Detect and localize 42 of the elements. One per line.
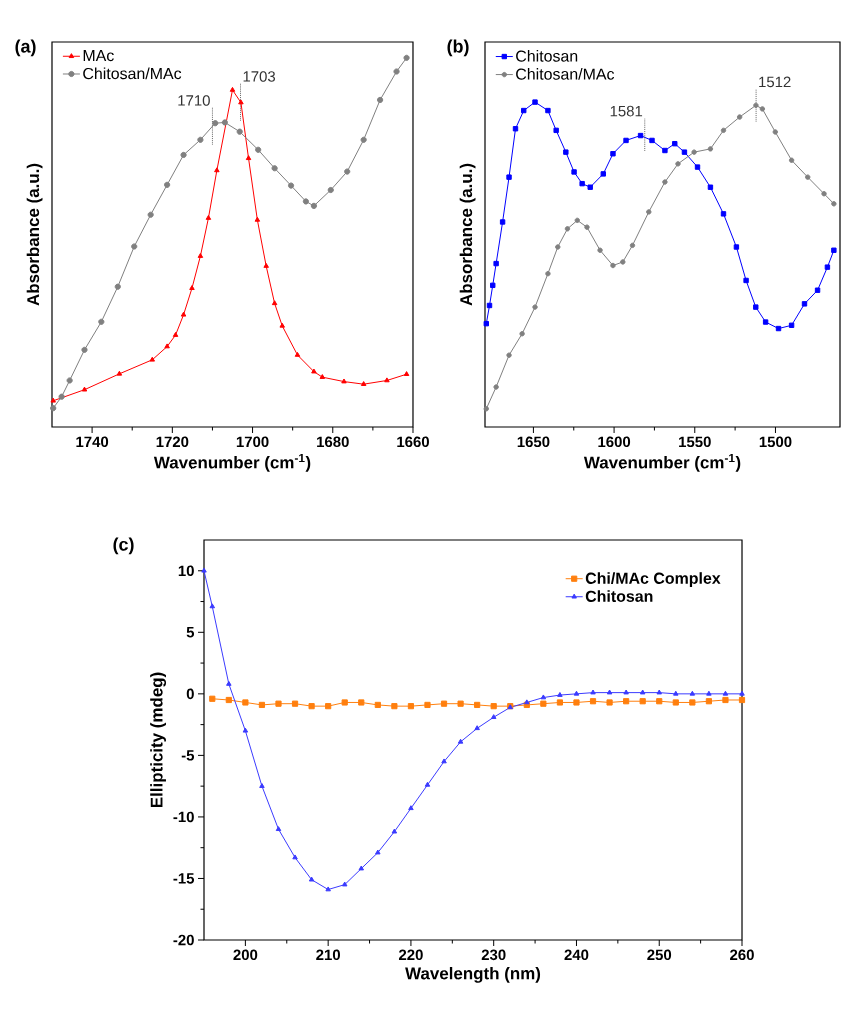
x-tick-label: 210	[316, 949, 340, 961]
y-axis-title: Absorbance (a.u.)	[26, 163, 43, 306]
annotation: 1703	[243, 71, 276, 82]
legend-label: Chi/MAc Complex	[585, 572, 721, 588]
legend-label: MAc	[83, 50, 114, 62]
x-tick-label: 1600	[598, 436, 631, 448]
legend-label: Chitosan	[516, 50, 578, 62]
x-tick-label: 1660	[397, 436, 429, 448]
legend-label: Chitosan	[585, 590, 653, 602]
y-tick-label: 0	[186, 688, 194, 700]
legend-label: Chitosan/MAc	[83, 67, 182, 80]
x-tick-label: 1720	[156, 436, 189, 448]
x-tick-label: 1550	[679, 436, 711, 448]
chart-title: (a)	[15, 39, 36, 57]
annotation: 1710	[178, 95, 210, 106]
x-tick-label: 240	[564, 949, 589, 961]
x-tick-label: 230	[481, 949, 506, 961]
x-tick-label: 1650	[517, 436, 550, 448]
y-axis-title: Ellipticity (mdeg)	[150, 672, 167, 808]
y-tick-label: -5	[181, 750, 195, 761]
chart-title: (b)	[447, 39, 469, 57]
y-tick-label: -20	[173, 934, 194, 946]
y-tick-label: 5	[186, 627, 195, 638]
y-tick-label: -10	[173, 811, 194, 823]
y-tick-label: 10	[178, 565, 194, 577]
legend-label: Chitosan/MAc	[516, 68, 615, 80]
x-tick-label: 1740	[76, 436, 109, 448]
x-tick-label: 220	[398, 949, 423, 961]
x-axis-title: Wavelength (nm)	[405, 966, 541, 983]
x-tick-label: 1500	[759, 436, 792, 448]
x-axis-title: Wavenumber (cm$^{-1}$)	[583, 453, 741, 472]
y-tick-label: -15	[173, 873, 195, 884]
y-axis-title: Absorbance (a.u.)	[459, 163, 476, 306]
x-tick-label: 1680	[317, 436, 349, 448]
x-axis-title: Wavenumber (cm$^{-1}$)	[153, 453, 311, 472]
chart-title: (c)	[113, 537, 134, 555]
annotation: 1581	[610, 105, 643, 117]
x-tick-label: 1700	[236, 436, 269, 448]
x-tick-label: 200	[233, 949, 258, 961]
x-tick-label: 260	[730, 949, 754, 961]
x-tick-label: 250	[647, 949, 672, 961]
annotation: 1512	[759, 76, 791, 88]
